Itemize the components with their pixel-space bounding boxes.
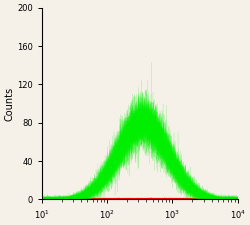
Y-axis label: Counts: Counts <box>4 86 14 121</box>
